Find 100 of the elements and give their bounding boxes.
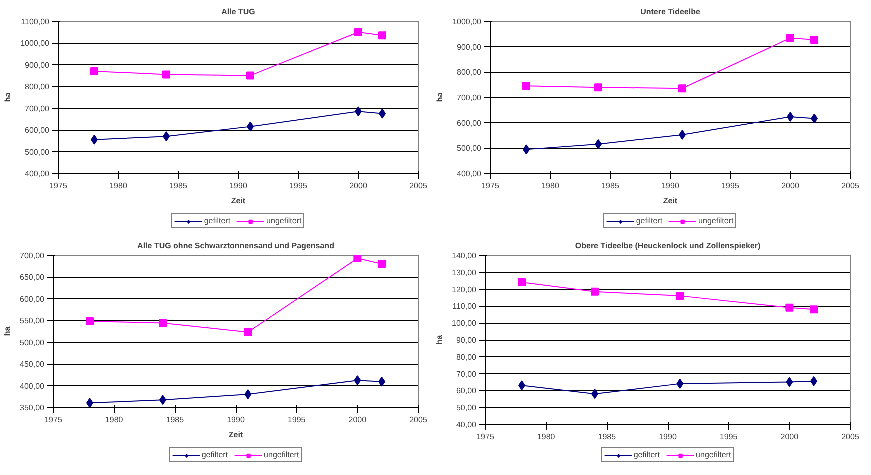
y-axis-title: ha (4, 92, 13, 102)
x-tick-label: 2000 (782, 182, 800, 190)
x-tick-label: 1975 (50, 182, 68, 190)
point (786, 34, 794, 42)
x-axis-title: Zeit (231, 196, 246, 206)
legend-label: ungefiltert (698, 216, 734, 226)
y-tick-label: 90,00 (456, 336, 478, 345)
chart-title: Obere Tideelbe (Heuckenlock und Zollenspieker) (575, 242, 761, 250)
chart-title: Alle TUG ohne Schwarztonnensand und Pagensand (138, 242, 335, 250)
y-tick-label: 600,00 (25, 126, 50, 136)
x-axis-title: Zeit (228, 430, 244, 440)
point (786, 304, 794, 312)
point (378, 32, 386, 40)
y-tick-label: 400,00 (25, 170, 50, 178)
point (676, 378, 684, 389)
x-tick-label: 2005 (410, 182, 428, 190)
y-tick-label: 350,00 (20, 404, 46, 412)
x-tick-label: 1980 (542, 182, 560, 190)
y-tick-label: 60,00 (456, 386, 478, 396)
y-tick-label: 110,00 (452, 302, 478, 312)
y-tick-label: 800,00 (457, 68, 482, 78)
point (90, 67, 98, 76)
y-tick-label: 1000,00 (20, 39, 50, 48)
legend-label: ungefiltert (266, 216, 302, 226)
y-tick-label: 700,00 (25, 104, 50, 114)
x-tick-label: 2005 (842, 432, 860, 442)
y-tick-label: 400,00 (20, 382, 46, 391)
y-tick-label: 70,00 (456, 370, 478, 379)
y-tick-label: 100,00 (452, 319, 478, 328)
x-tick-label: 1995 (288, 416, 306, 424)
x-tick-label: 1985 (598, 432, 617, 442)
x-tick-label: 2000 (780, 432, 800, 442)
point (354, 28, 362, 36)
legend-label: gefiltert (634, 450, 660, 460)
y-tick-label: 900,00 (25, 60, 50, 70)
x-tick-label: 1980 (110, 182, 128, 190)
point (86, 398, 94, 408)
x-tick-label: 1990 (230, 182, 248, 190)
x-tick-label: 1995 (722, 182, 740, 190)
y-tick-label: 400,00 (457, 170, 482, 178)
y-tick-label: 50,00 (456, 404, 478, 413)
x-tick-label: 1995 (290, 182, 308, 190)
point (244, 389, 252, 400)
point (354, 256, 362, 263)
y-axis-title: ha (435, 334, 444, 345)
point (678, 84, 686, 93)
y-tick-label: 900,00 (457, 42, 482, 52)
y-tick-label: 450,00 (20, 360, 46, 370)
y-tick-label: 140,00 (452, 252, 478, 260)
x-tick-label: 1985 (166, 416, 185, 424)
x-tick-label: 1975 (44, 416, 63, 424)
chart-title: Alle TUG (222, 8, 256, 16)
point (591, 288, 599, 296)
legend-label: gefiltert (204, 216, 231, 226)
point (159, 319, 167, 328)
point (810, 36, 818, 44)
y-tick-label: 700,00 (457, 94, 482, 102)
y-tick-label: 500,00 (20, 338, 46, 348)
y-tick-label: 650,00 (20, 273, 46, 282)
legend-label: gefiltert (636, 216, 663, 226)
y-tick-label: 800,00 (25, 82, 50, 92)
x-tick-label: 1985 (602, 182, 620, 190)
x-tick-label: 2005 (842, 182, 860, 190)
y-tick-label: 550,00 (20, 316, 46, 326)
x-tick-label: 1980 (105, 416, 124, 424)
y-tick-label: 130,00 (452, 268, 478, 278)
y-axis-title: ha (436, 92, 445, 102)
chart-title: Untere Tideelbe (640, 8, 701, 16)
point (786, 377, 794, 388)
x-tick-label: 2000 (348, 416, 368, 424)
x-tick-label: 1975 (482, 182, 500, 190)
x-tick-label: 2000 (350, 182, 368, 190)
x-tick-label: 1985 (170, 182, 188, 190)
x-tick-label: 1990 (227, 416, 246, 424)
x-tick-label: 2005 (410, 416, 428, 424)
point (676, 292, 684, 300)
y-tick-label: 80,00 (456, 352, 478, 362)
point (594, 84, 602, 92)
y-tick-label: 600,00 (20, 294, 46, 304)
y-tick-label: 600,00 (457, 118, 482, 128)
y-axis-title: ha (3, 326, 12, 336)
x-tick-label: 1980 (537, 432, 556, 442)
point (810, 306, 818, 314)
point (378, 260, 386, 268)
point (244, 328, 252, 336)
y-tick-label: 500,00 (457, 144, 482, 154)
y-tick-label: 1000,00 (452, 18, 482, 26)
x-axis-title: Zeit (663, 196, 678, 206)
point (86, 318, 94, 326)
x-tick-label: 1990 (662, 182, 680, 190)
legend-label: gefiltert (202, 450, 228, 460)
y-tick-label: 700,00 (20, 252, 46, 260)
y-tick-label: 1100,00 (21, 18, 50, 26)
point (518, 278, 526, 287)
x-tick-label: 1990 (659, 432, 678, 442)
x-tick-label: 1975 (476, 432, 495, 442)
legend-label: ungefiltert (696, 450, 732, 460)
point (162, 70, 170, 79)
y-tick-label: 500,00 (25, 148, 50, 157)
legend-label: ungefiltert (264, 450, 300, 460)
